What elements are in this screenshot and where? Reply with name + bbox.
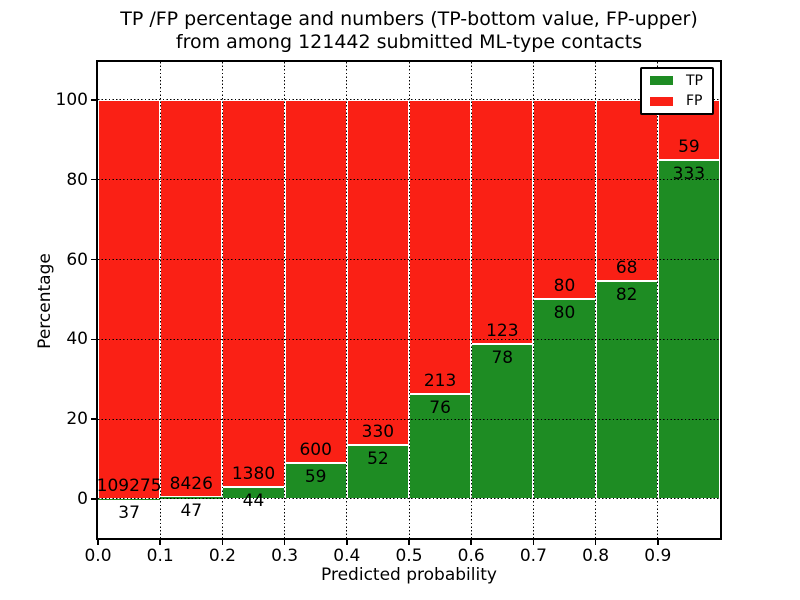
x-tick-label: 0.4	[333, 546, 361, 566]
x-tick-label: 0.8	[582, 546, 610, 566]
fp-bar-segment	[222, 99, 285, 487]
fp-legend-label: FP	[686, 93, 703, 110]
tp-bar-segment	[222, 486, 285, 499]
x-axis-label: Predicted probability	[321, 565, 497, 585]
y-tick-label: 60	[66, 249, 88, 270]
tp-count-label: 44	[242, 490, 265, 511]
fp-count-label: 123	[486, 321, 519, 342]
x-gridline	[159, 62, 161, 538]
fp-count-label: 330	[361, 421, 395, 442]
tp-legend-swatch	[650, 76, 673, 86]
tp-bar-segment	[533, 299, 596, 499]
y-tick-label: 100	[55, 89, 88, 110]
tp-legend-label: TP	[686, 72, 703, 89]
x-gridline	[346, 62, 348, 538]
fp-count-label: 59	[678, 136, 700, 157]
x-tick-mark	[657, 540, 659, 545]
legend-item-tp: TP	[642, 72, 712, 90]
y-tick-label: 80	[66, 169, 88, 190]
y-gridline	[98, 179, 720, 181]
y-tick-mark	[91, 418, 96, 420]
tp-bar-segment	[471, 344, 534, 499]
y-tick-mark	[91, 178, 96, 181]
y-tick-label: 40	[66, 329, 88, 350]
x-tick-label: 0.6	[457, 546, 485, 566]
x-tick-label: 0.5	[395, 546, 423, 566]
y-gridline	[98, 338, 720, 340]
y-tick-mark	[91, 338, 96, 341]
y-tick-mark	[91, 258, 96, 261]
fp-count-label: 109275	[96, 475, 162, 496]
x-tick-mark	[283, 540, 286, 545]
fp-count-label: 80	[553, 276, 576, 297]
fp-bar-segment	[595, 99, 658, 281]
x-gridline	[657, 62, 659, 538]
x-tick-mark	[470, 540, 472, 545]
y-gridline	[98, 259, 720, 260]
chart-title-line-2: from among 121442 submitted ML-type cont…	[175, 31, 643, 53]
fp-count-label: 1380	[231, 463, 276, 484]
x-tick-mark	[532, 540, 535, 545]
tp-bar-segment	[409, 393, 472, 499]
fp-bar-segment	[160, 99, 223, 497]
tp-count-label: 37	[118, 502, 140, 523]
x-gridline	[532, 62, 534, 538]
tp-bar-segment	[346, 444, 409, 499]
x-gridline	[408, 62, 410, 538]
chart-title-line-1: TP /FP percentage and numbers (TP-bottom…	[120, 8, 698, 30]
x-gridline	[595, 62, 597, 538]
fp-bar-segment	[533, 99, 596, 300]
y-tick-label: 20	[66, 409, 88, 430]
tp-bar-segment	[160, 496, 223, 499]
fp-count-label: 8426	[169, 473, 213, 494]
x-tick-mark	[346, 540, 348, 545]
x-tick-label: 0.7	[519, 546, 547, 566]
y-gridline	[98, 99, 720, 101]
x-tick-mark	[159, 540, 161, 545]
tp-count-label: 59	[304, 467, 327, 488]
x-tick-label: 0.3	[271, 546, 299, 566]
legend: TP FP	[640, 67, 714, 115]
tp-count-label: 78	[491, 348, 514, 369]
y-gridline	[98, 498, 720, 500]
tp-count-label: 52	[367, 448, 389, 469]
fp-bar-segment	[346, 99, 409, 445]
tp-count-label: 333	[672, 163, 706, 184]
fp-legend-swatch	[650, 96, 673, 106]
tp-bar-segment	[657, 159, 720, 499]
fp-count-label: 68	[615, 257, 638, 278]
x-tick-label: 0.0	[84, 546, 112, 566]
x-tick-mark	[97, 540, 99, 545]
x-tick-mark	[594, 540, 597, 545]
fp-bar-segment	[471, 99, 534, 345]
fp-count-label: 600	[299, 440, 332, 461]
y-tick-label: 0	[77, 488, 88, 509]
fp-bar-segment	[284, 99, 347, 464]
tp-count-label: 80	[553, 303, 576, 324]
y-axis-label: Percentage	[35, 253, 55, 349]
x-tick-label: 0.9	[644, 546, 672, 566]
fp-bar-segment	[409, 99, 472, 394]
x-tick-mark	[221, 540, 224, 545]
plot-area: 109275 37 8426 47 1380 44 600 59 330 52 213 76 123 78…	[96, 60, 722, 540]
y-tick-mark	[91, 498, 96, 500]
x-tick-label: 0.2	[208, 546, 236, 566]
y-gridline	[98, 418, 720, 420]
x-gridline	[284, 62, 286, 538]
legend-item-fp: FP	[642, 92, 712, 110]
tp-count-label: 82	[615, 284, 638, 305]
tp-count-label: 76	[429, 397, 451, 418]
y-tick-mark	[91, 99, 96, 101]
x-gridline	[470, 62, 472, 538]
chart-title: TP /FP percentage and numbers (TP-bottom…	[96, 8, 722, 54]
tp-bar-segment	[595, 280, 658, 499]
tp-count-label: 47	[180, 500, 203, 521]
fp-bar-segment	[98, 99, 161, 499]
fp-count-label: 213	[423, 370, 457, 391]
x-tick-mark	[408, 540, 410, 545]
x-gridline	[221, 62, 223, 538]
x-tick-label: 0.1	[146, 546, 174, 566]
